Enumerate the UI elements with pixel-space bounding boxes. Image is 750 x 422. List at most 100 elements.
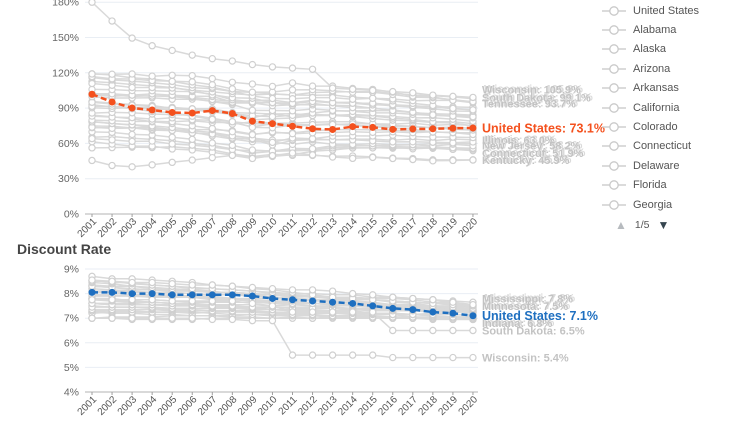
data-point-marker xyxy=(469,326,477,335)
data-point-marker xyxy=(228,85,237,93)
data-point-marker xyxy=(449,309,457,317)
state-series-kentucky xyxy=(88,149,477,171)
data-point-marker xyxy=(128,137,136,146)
x-tick-label: 2004 xyxy=(136,216,160,240)
data-point-marker xyxy=(308,82,317,90)
data-point-marker xyxy=(348,308,357,316)
data-point-marker xyxy=(328,84,337,92)
data-point-marker xyxy=(128,70,136,78)
legend-item-alabama[interactable]: Alabama xyxy=(601,20,749,39)
data-point-marker xyxy=(288,308,297,316)
data-point-marker xyxy=(208,281,216,289)
data-point-marker xyxy=(268,63,277,71)
legend-page-down-button[interactable]: ▼ xyxy=(657,218,670,233)
data-point-marker xyxy=(208,291,216,299)
data-point-marker xyxy=(449,326,457,335)
data-point-marker xyxy=(228,127,237,136)
x-tick-label: 2001 xyxy=(76,394,100,418)
data-point-marker xyxy=(348,95,357,103)
data-point-marker xyxy=(389,154,397,163)
data-point-marker xyxy=(108,70,116,78)
x-tick-label: 2003 xyxy=(116,394,140,418)
y-tick-label: 7% xyxy=(64,313,79,325)
data-point-marker xyxy=(429,326,437,335)
data-point-marker xyxy=(268,302,277,310)
series-end-label: Connecticut: 51.9% xyxy=(484,147,586,159)
legend-item-label: California xyxy=(633,101,680,114)
y-tick-label: 90% xyxy=(58,103,79,115)
legend-item-label: Florida xyxy=(633,179,667,192)
data-point-marker xyxy=(348,351,357,359)
data-point-marker xyxy=(108,314,116,322)
x-tick-label: 2015 xyxy=(356,394,380,418)
legend-item-united-states[interactable]: United States xyxy=(601,1,749,20)
data-point-marker xyxy=(128,314,136,322)
data-point-marker xyxy=(108,136,116,144)
y-tick-label: 5% xyxy=(64,362,79,374)
series-end-label: Illinois: 63.0% xyxy=(484,134,557,146)
y-tick-label: 60% xyxy=(58,138,79,150)
x-tick-label: 2001 xyxy=(76,216,100,240)
legend-item-colorado[interactable]: Colorado xyxy=(601,117,749,136)
data-point-marker xyxy=(288,79,297,87)
legend-item-georgia[interactable]: Georgia xyxy=(601,195,749,214)
x-tick-label: 2009 xyxy=(236,216,260,240)
legend-item-label: Arizona xyxy=(633,62,671,75)
data-point-marker xyxy=(128,130,136,139)
data-point-marker xyxy=(369,351,377,359)
data-point-marker xyxy=(429,157,437,165)
data-point-marker xyxy=(248,80,257,88)
legend-item-delaware[interactable]: Delaware xyxy=(601,156,749,175)
data-point-marker xyxy=(469,124,477,132)
x-tick-label: 2005 xyxy=(156,216,180,240)
data-point-marker xyxy=(409,89,417,97)
legend-item-alaska[interactable]: Alaska xyxy=(601,40,749,59)
legend-item-arkansas[interactable]: Arkansas xyxy=(601,79,749,98)
data-point-marker xyxy=(288,64,297,72)
data-point-marker xyxy=(288,351,297,359)
data-point-marker xyxy=(128,290,136,298)
data-point-marker xyxy=(329,298,337,306)
legend-item-california[interactable]: California xyxy=(601,98,749,117)
data-point-marker xyxy=(88,276,96,284)
data-point-marker xyxy=(308,286,317,294)
legend-item-connecticut[interactable]: Connecticut xyxy=(601,137,749,156)
data-point-marker xyxy=(228,118,237,126)
data-point-marker xyxy=(188,156,196,164)
data-point-marker xyxy=(409,125,417,133)
data-point-marker xyxy=(429,308,437,316)
series-line-marker-icon xyxy=(602,64,626,74)
legend-item-label: Colorado xyxy=(633,121,678,134)
series-path xyxy=(92,317,473,359)
data-point-marker xyxy=(108,161,116,170)
data-point-marker xyxy=(268,82,277,91)
x-tick-label: 2017 xyxy=(396,394,420,418)
x-tick-label: 2020 xyxy=(457,394,481,418)
data-point-marker xyxy=(188,71,196,80)
x-tick-label: 2018 xyxy=(416,216,440,240)
data-point-marker xyxy=(188,78,196,86)
series-end-label: Connecticut: 51.9% xyxy=(482,148,584,160)
legend-page-up-button[interactable]: ▲ xyxy=(615,218,627,233)
data-point-marker xyxy=(88,134,96,143)
data-point-marker xyxy=(288,86,297,94)
series-line-marker-icon xyxy=(602,83,626,94)
data-point-marker xyxy=(168,46,176,55)
data-point-marker xyxy=(429,296,437,304)
data-point-marker xyxy=(248,154,257,163)
legend-item-label: Arkansas xyxy=(633,82,679,95)
data-point-marker xyxy=(389,87,397,96)
series-end-label: Mississippi: 7.8% xyxy=(484,293,575,305)
data-point-marker xyxy=(88,296,96,304)
x-tick-label: 2002 xyxy=(96,216,120,240)
y-tick-label: 6% xyxy=(64,337,79,349)
legend-item-florida[interactable]: Florida xyxy=(601,176,749,195)
series-line-marker-icon xyxy=(602,160,626,171)
y-tick-label: 150% xyxy=(52,32,79,44)
legend-item-arizona[interactable]: Arizona xyxy=(601,59,749,78)
data-point-marker xyxy=(248,60,257,69)
series-end-label: Illinois: 63.0% xyxy=(482,135,555,147)
data-point-marker xyxy=(449,104,457,113)
data-point-marker xyxy=(148,296,156,304)
data-point-marker xyxy=(308,93,317,102)
